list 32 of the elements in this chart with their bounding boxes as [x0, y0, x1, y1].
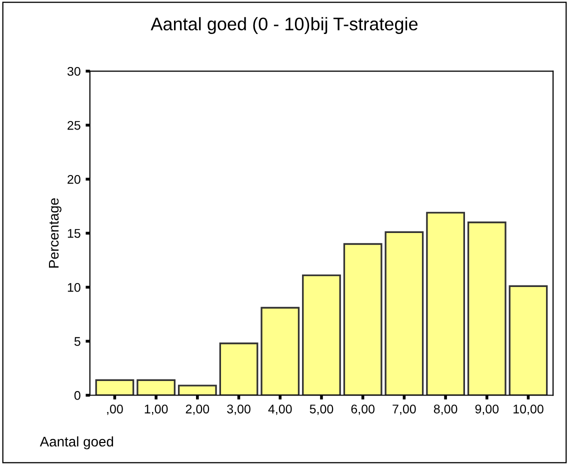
bar — [219, 342, 258, 396]
x-tick-label: 5,00 — [310, 404, 334, 415]
bar — [302, 274, 341, 396]
bar — [343, 243, 382, 396]
chart-title: Aantal goed (0 - 10)bij T-strategie — [150, 17, 418, 34]
bar — [260, 306, 300, 396]
bar — [136, 379, 176, 396]
y-axis-title: Percentage — [48, 198, 62, 268]
x-tick-label: 1,00 — [144, 404, 168, 415]
x-tick-label: 3,00 — [227, 404, 250, 415]
bar — [467, 222, 506, 396]
x-tick-label: 4,00 — [268, 404, 292, 415]
y-tick-label: 25 — [68, 120, 80, 130]
bar — [384, 231, 424, 396]
y-tick-label: 0 — [74, 391, 80, 400]
x-tick-label: 10,00 — [514, 404, 544, 415]
bar — [426, 212, 465, 396]
x-axis-title: Aantal goed — [40, 436, 114, 450]
y-tick-label: 15 — [68, 229, 80, 238]
bar — [95, 379, 134, 396]
x-tick-label: ,00 — [107, 404, 123, 415]
x-tick-label: 8,00 — [434, 404, 458, 415]
bar — [178, 384, 217, 396]
bar — [508, 285, 548, 396]
y-tick-label: 10 — [68, 283, 80, 292]
y-tick-label: 20 — [68, 174, 80, 184]
y-tick-label: 5 — [74, 337, 80, 346]
x-tick-label: 6,00 — [351, 404, 375, 415]
x-tick-label: 9,00 — [475, 404, 499, 415]
x-tick-label: 2,00 — [186, 404, 210, 415]
x-tick-label: 7,00 — [392, 404, 416, 415]
y-tick-label: 30 — [67, 66, 80, 76]
